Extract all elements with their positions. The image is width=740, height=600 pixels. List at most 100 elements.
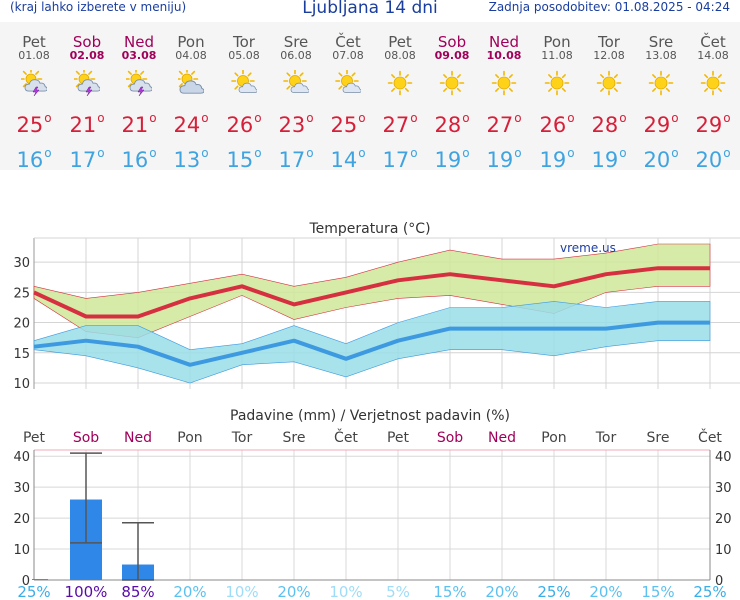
page-title: Ljubljana 14 dni [302, 0, 438, 18]
forecast-day: Sre 13.08 29o 20 o [635, 22, 687, 172]
day-name: Ned [124, 33, 154, 51]
min-temperature: 17o [61, 141, 113, 172]
degree-sign: o [567, 111, 575, 125]
min-temperature-value: 20 [643, 148, 671, 172]
day-date: 13.08 [645, 49, 677, 62]
max-temperature: 29o [687, 106, 739, 137]
forecast-day: Pet 01.08 25o 16o [8, 22, 60, 172]
degree-sign: o [254, 111, 262, 125]
max-temperature: 26o [218, 106, 270, 137]
x-tick-label: Sob [73, 430, 99, 446]
sun-icon [544, 70, 570, 96]
degree-sign: o [149, 111, 157, 125]
day-name: Sre [648, 33, 674, 51]
max-temperature: 29o [635, 106, 687, 137]
sun-cloud-storm-icon [19, 67, 48, 97]
min-temperature: 17o [374, 141, 426, 172]
min-temperature-value: 16 [121, 148, 149, 172]
min-temperature: 19o [531, 141, 583, 172]
degree-sign: o [201, 111, 209, 125]
forecast-day: Pon 04.08 24o 13o [165, 22, 217, 172]
x-tick-label: Pon [177, 430, 202, 446]
forecast-day: Sob 02.08 21o 17o [61, 22, 113, 172]
min-temperature: 17o [270, 141, 322, 172]
day-name: Tor [233, 33, 255, 51]
max-temperature-value: 29 [643, 113, 671, 137]
chart-title: Temperatura (°C) [308, 221, 430, 237]
min-temperature-value: 15 [226, 148, 254, 172]
degree-sign: o [619, 146, 627, 160]
y-tick-label-left: 30 [13, 481, 30, 496]
max-temperature-value: 21 [121, 113, 149, 137]
max-temperature: 23o [270, 106, 322, 137]
day-name: Pet [22, 33, 46, 51]
day-name: Sob [437, 33, 467, 51]
x-tick-label: Pet [387, 430, 410, 446]
y-tick-label-right: 20 [715, 512, 732, 527]
degree-sign: o [514, 146, 522, 160]
degree-sign: o [514, 111, 522, 125]
forecast-day: Tor 12.08 28o 19o [583, 22, 635, 172]
max-temperature: 21o [61, 106, 113, 137]
degree-sign: o [671, 111, 679, 125]
max-temperature: 26o [531, 106, 583, 137]
max-temperature: 27o [374, 106, 426, 137]
max-temperature: 27o [478, 106, 530, 137]
max-temperature-value: 26 [539, 113, 567, 137]
sun-cloud-storm-icon [124, 67, 153, 97]
max-temperature-value: 25 [16, 113, 44, 137]
min-temperature: 19o [478, 141, 530, 172]
degree-sign: o [97, 111, 105, 125]
x-tick-label: Tor [231, 430, 253, 446]
chart-title: Padavine (mm) / Verjetnost padavin (%) [230, 408, 510, 424]
precipitation-probability-label: 20% [277, 583, 310, 600]
max-temperature-value: 26 [226, 113, 254, 137]
precipitation-probability-label: 20% [589, 583, 622, 600]
precipitation-chart: Padavine (mm) / Verjetnost padavin (%) Pe… [13, 408, 732, 600]
day-date: 01.08 [18, 49, 50, 62]
max-temperature: 25o [8, 106, 60, 137]
min-temperature-line [33, 320, 710, 367]
day-date: 04.08 [175, 49, 207, 62]
min-temperature: 19o [426, 141, 478, 172]
degree-sign: o [201, 146, 209, 160]
x-tick-label: Sre [283, 430, 306, 446]
max-temperature: 24o [165, 106, 217, 137]
day-name: Čet [700, 33, 726, 51]
max-temperature-value: 21 [69, 113, 97, 137]
precipitation-probability-label: 10% [329, 583, 362, 600]
forecast-day: Čet 14.08 29o 20o [687, 22, 739, 172]
day-date: 02.08 [69, 49, 105, 62]
day-name: Pet [388, 33, 412, 51]
day-name: Čet [335, 33, 361, 51]
min-temperature: 19o [583, 141, 635, 172]
day-name: Pon [177, 33, 205, 51]
min-temperature-value: 19 [434, 148, 462, 172]
daily-forecast-strip: Pet 01.08 25o 16o Sob 02.08 21o 17o Ned 03.08 21o 1… [0, 22, 740, 172]
day-date: 08.08 [384, 49, 416, 62]
location-menu-note[interactable]: (kraj lahko izberete v meniju) [10, 0, 187, 14]
degree-sign: o [619, 111, 627, 125]
min-temperature-value: 13 [173, 148, 201, 172]
min-temperature-value: 19 [591, 148, 619, 172]
x-tick-label: Ned [488, 430, 516, 446]
min-temperature-value: 17 [69, 148, 97, 172]
y-tick-label-right: 0 [715, 574, 723, 589]
min-temperature-value: 20 [695, 148, 723, 172]
max-temperature: 21o [113, 106, 165, 137]
forecast-day: Čet 07.08 25o 14o [322, 22, 374, 172]
y-tick-label-left: 20 [13, 512, 30, 527]
y-tick-label-right: 10 [715, 543, 732, 558]
min-temperature-value: 16 [16, 148, 44, 172]
sun-small-cloud-icon [283, 69, 310, 96]
degree-sign: o [44, 146, 52, 160]
precipitation-probability-label: 25% [537, 583, 570, 600]
degree-sign: o [306, 146, 314, 160]
sun-small-cloud-icon [231, 69, 258, 96]
min-temperature: 13o [165, 141, 217, 172]
y-tick-label-left: 0 [22, 574, 30, 589]
day-name: Ned [489, 33, 519, 51]
sun-icon [491, 70, 517, 96]
min-temperature: 16o [113, 141, 165, 172]
max-temperature-value: 28 [591, 113, 619, 137]
